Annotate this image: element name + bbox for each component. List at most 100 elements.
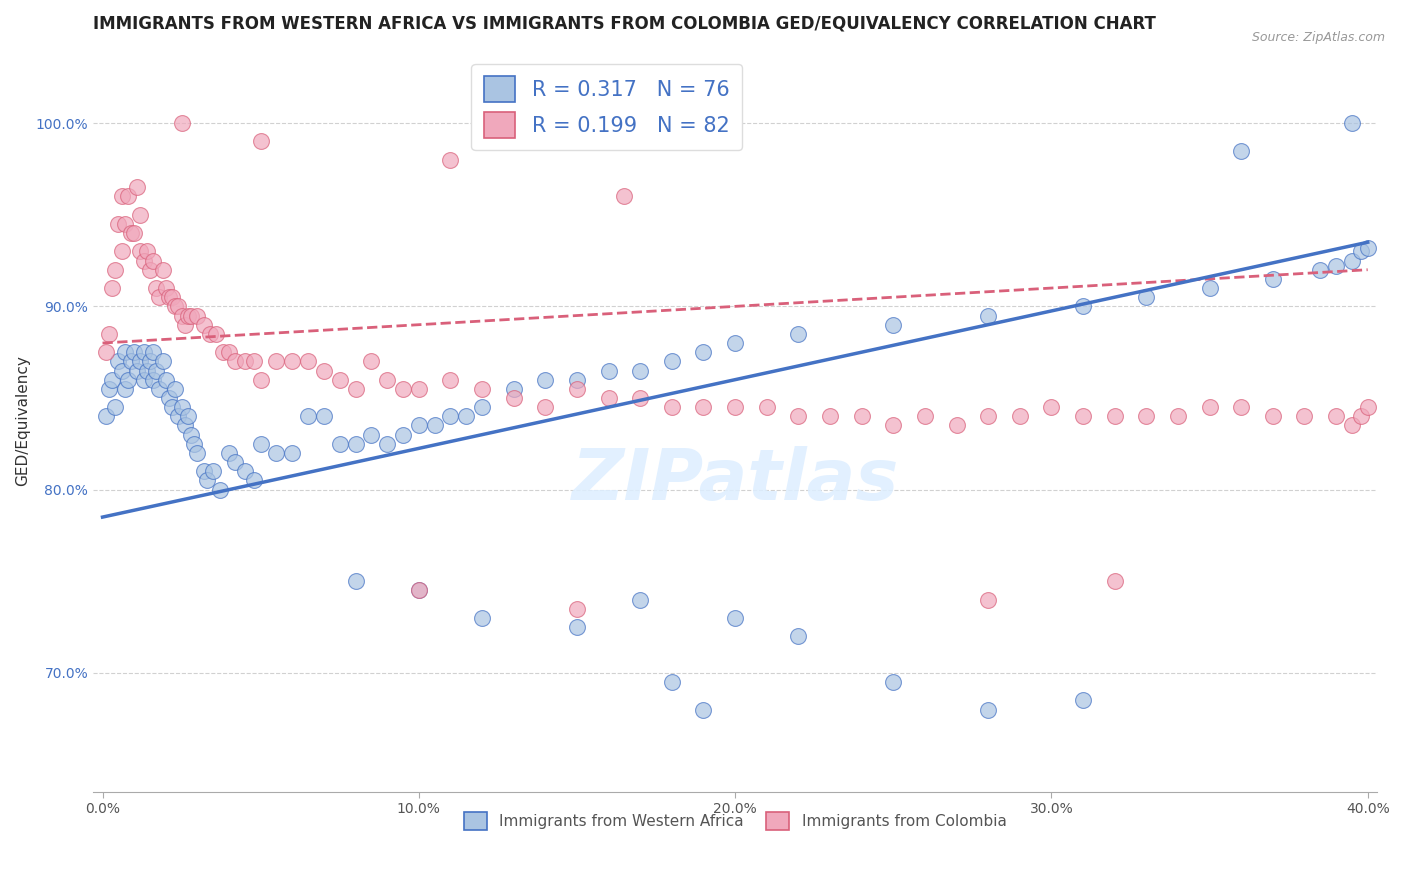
- Point: [914, 409, 936, 424]
- Point: [152, 354, 174, 368]
- Point: [1135, 290, 1157, 304]
- Point: [344, 574, 367, 589]
- Point: [392, 427, 415, 442]
- Point: [471, 382, 494, 396]
- Point: [1104, 409, 1126, 424]
- Point: [1341, 253, 1364, 268]
- Point: [117, 189, 139, 203]
- Point: [692, 400, 714, 414]
- Point: [266, 446, 288, 460]
- Point: [471, 611, 494, 625]
- Point: [439, 153, 461, 167]
- Point: [565, 382, 588, 396]
- Point: [177, 409, 200, 424]
- Point: [249, 373, 271, 387]
- Point: [173, 418, 195, 433]
- Point: [129, 354, 152, 368]
- Point: [180, 309, 202, 323]
- Point: [628, 592, 651, 607]
- Point: [628, 391, 651, 405]
- Point: [297, 354, 319, 368]
- Point: [243, 474, 266, 488]
- Point: [692, 702, 714, 716]
- Point: [180, 427, 202, 442]
- Point: [183, 437, 205, 451]
- Point: [170, 309, 193, 323]
- Point: [408, 583, 430, 598]
- Point: [281, 446, 304, 460]
- Point: [329, 373, 352, 387]
- Point: [177, 309, 200, 323]
- Point: [1324, 409, 1347, 424]
- Point: [628, 363, 651, 377]
- Point: [755, 400, 778, 414]
- Point: [1071, 409, 1094, 424]
- Point: [233, 464, 256, 478]
- Point: [165, 299, 187, 313]
- Point: [218, 446, 240, 460]
- Point: [661, 675, 683, 690]
- Point: [1294, 409, 1316, 424]
- Point: [132, 253, 155, 268]
- Point: [360, 354, 382, 368]
- Point: [1341, 116, 1364, 130]
- Point: [110, 189, 132, 203]
- Point: [661, 354, 683, 368]
- Point: [205, 326, 228, 341]
- Point: [977, 592, 1000, 607]
- Point: [439, 409, 461, 424]
- Point: [127, 363, 149, 377]
- Point: [167, 409, 190, 424]
- Point: [122, 226, 145, 240]
- Point: [104, 400, 127, 414]
- Point: [135, 244, 157, 259]
- Text: IMMIGRANTS FROM WESTERN AFRICA VS IMMIGRANTS FROM COLOMBIA GED/EQUIVALENCY CORRE: IMMIGRANTS FROM WESTERN AFRICA VS IMMIGR…: [93, 15, 1156, 33]
- Point: [565, 601, 588, 615]
- Point: [1198, 400, 1220, 414]
- Point: [122, 345, 145, 359]
- Point: [198, 326, 221, 341]
- Point: [1071, 693, 1094, 707]
- Point: [408, 583, 430, 598]
- Point: [170, 116, 193, 130]
- Point: [613, 189, 636, 203]
- Point: [882, 418, 904, 433]
- Point: [97, 382, 120, 396]
- Y-axis label: GED/Equivalency: GED/Equivalency: [15, 355, 30, 486]
- Point: [249, 437, 271, 451]
- Point: [312, 409, 335, 424]
- Point: [157, 391, 180, 405]
- Point: [129, 244, 152, 259]
- Point: [186, 446, 208, 460]
- Point: [148, 382, 170, 396]
- Point: [142, 253, 165, 268]
- Point: [165, 382, 187, 396]
- Point: [1071, 299, 1094, 313]
- Point: [139, 354, 162, 368]
- Point: [249, 135, 271, 149]
- Point: [1167, 409, 1189, 424]
- Point: [882, 318, 904, 332]
- Point: [1357, 400, 1379, 414]
- Point: [94, 409, 117, 424]
- Point: [534, 400, 557, 414]
- Point: [297, 409, 319, 424]
- Point: [211, 345, 233, 359]
- Point: [818, 409, 841, 424]
- Point: [233, 354, 256, 368]
- Point: [173, 318, 195, 332]
- Point: [142, 373, 165, 387]
- Point: [195, 474, 218, 488]
- Text: Source: ZipAtlas.com: Source: ZipAtlas.com: [1251, 31, 1385, 45]
- Point: [104, 262, 127, 277]
- Point: [142, 345, 165, 359]
- Point: [107, 217, 129, 231]
- Point: [145, 281, 167, 295]
- Point: [145, 363, 167, 377]
- Point: [977, 702, 1000, 716]
- Point: [375, 373, 398, 387]
- Point: [344, 382, 367, 396]
- Point: [502, 382, 524, 396]
- Point: [882, 675, 904, 690]
- Point: [107, 354, 129, 368]
